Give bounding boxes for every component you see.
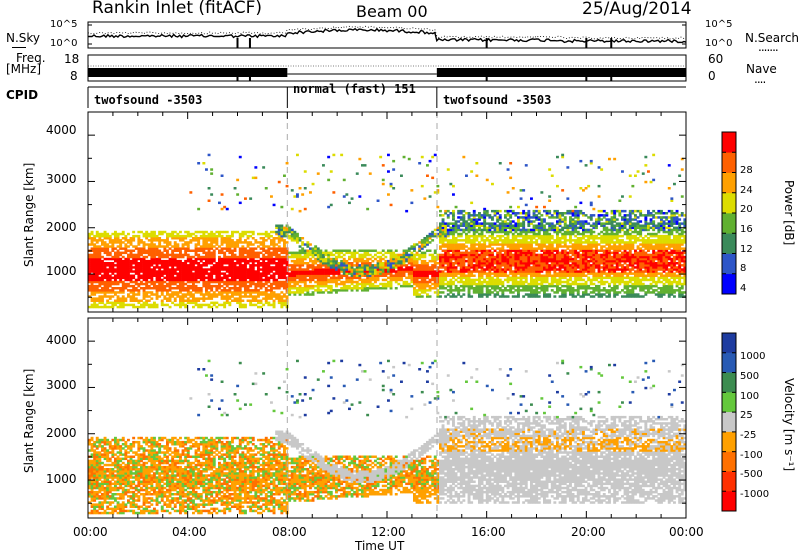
colorbar-swatch bbox=[722, 213, 736, 234]
vel-ylabel: Slant Range [km] bbox=[22, 368, 36, 473]
velocity-axes bbox=[87, 317, 687, 518]
power-ytick-1000: 1000 bbox=[46, 264, 77, 278]
vel-cbar-tick--25: -25 bbox=[740, 430, 757, 441]
freq-panel bbox=[87, 54, 687, 82]
nave-tick-high: 60 bbox=[708, 52, 724, 66]
colorbar-swatch bbox=[722, 152, 736, 173]
vel-cbar-label: Velocity [m s⁻¹] bbox=[782, 378, 796, 472]
vel-ytick-4000: 4000 bbox=[46, 333, 77, 347]
noise-right-tick-high: 10^5 bbox=[705, 19, 733, 30]
freq-label: Freq. bbox=[16, 51, 46, 65]
velocity-colorbar bbox=[721, 332, 737, 512]
colorbar-swatch bbox=[722, 451, 736, 472]
colorbar-swatch bbox=[722, 471, 736, 492]
power-cbar-tick-8: 8 bbox=[740, 263, 747, 274]
colorbar-swatch bbox=[722, 412, 736, 433]
noise-sky-legend-line bbox=[12, 47, 26, 48]
power-ytick-3000: 3000 bbox=[46, 172, 77, 186]
date-label: 25/Aug/2014 bbox=[582, 0, 692, 19]
beam-label: Beam 00 bbox=[356, 2, 428, 21]
vel-cbar-tick-1000: 1000 bbox=[740, 351, 766, 362]
xtick-1: 04:00 bbox=[172, 525, 207, 539]
colorbar-swatch bbox=[722, 491, 736, 512]
power-cbar-tick-28: 28 bbox=[740, 165, 753, 176]
cpid-segment-3: twofsound -3503 bbox=[443, 93, 552, 107]
power-ytick-2000: 2000 bbox=[46, 220, 77, 234]
power-colorbar bbox=[721, 131, 737, 295]
colorbar-swatch bbox=[722, 392, 736, 413]
power-ytick-4000: 4000 bbox=[46, 123, 77, 137]
vel-cbar-tick-100: 100 bbox=[740, 391, 760, 402]
colorbar-frame bbox=[721, 332, 737, 512]
power-cbar-tick-4: 4 bbox=[740, 283, 747, 294]
colorbar-swatch bbox=[722, 431, 736, 452]
xtick-5: 20:00 bbox=[571, 525, 606, 539]
noise-sky-label: N.Sky bbox=[6, 31, 41, 45]
power-panel bbox=[87, 111, 687, 313]
cpid-marks bbox=[286, 87, 438, 108]
velocity-panel bbox=[87, 317, 687, 519]
vel-ytick-1000: 1000 bbox=[46, 472, 77, 486]
power-ylabel: Slant Range [km] bbox=[22, 162, 36, 267]
colorbar-swatch bbox=[722, 132, 736, 153]
cpid-label: CPID bbox=[6, 88, 39, 102]
plot-title: Rankin Inlet (fitACF) bbox=[92, 0, 263, 18]
freq-marks bbox=[88, 65, 686, 81]
colorbar-swatch bbox=[722, 372, 736, 393]
colorbar-swatch bbox=[722, 333, 736, 354]
xtick-4: 16:00 bbox=[471, 525, 506, 539]
cpid-panel bbox=[87, 86, 686, 108]
freq-tick-high: 18 bbox=[64, 52, 80, 66]
nave-tick-low: 0 bbox=[708, 69, 716, 83]
noise-panel bbox=[87, 21, 687, 49]
colorbar-swatch bbox=[722, 253, 736, 275]
noise-marks bbox=[87, 24, 687, 48]
colorbar-swatch bbox=[722, 233, 736, 254]
vel-cbar-tick-500: 500 bbox=[740, 371, 760, 382]
colorbar-swatch bbox=[722, 273, 736, 295]
xtick-6: 00:00 bbox=[669, 525, 704, 539]
power-cbar-tick-20: 20 bbox=[740, 204, 753, 215]
power-cbar-label: Power [dB] bbox=[782, 180, 796, 246]
power-cbar-tick-12: 12 bbox=[740, 244, 753, 255]
x-axis-label: Time UT bbox=[355, 539, 405, 553]
colorbar-swatch bbox=[722, 192, 736, 214]
cpid-segment-1: twofsound -3503 bbox=[94, 93, 203, 107]
xtick-3: 12:00 bbox=[371, 525, 406, 539]
noise-left-tick-low: 10^0 bbox=[50, 38, 78, 49]
power-cbar-tick-16: 16 bbox=[740, 224, 753, 235]
noise-right-tick-low: 10^0 bbox=[705, 38, 733, 49]
noise-search-label: N.Search bbox=[745, 31, 800, 45]
noise-left-tick-high: 10^5 bbox=[50, 19, 78, 30]
freq-band bbox=[436, 68, 686, 77]
nave-dots: .... bbox=[754, 72, 766, 86]
colorbar-swatch bbox=[722, 172, 736, 194]
colorbar-swatch bbox=[722, 352, 736, 373]
power-cbar-tick-24: 24 bbox=[740, 185, 753, 196]
noise-sky-trace bbox=[87, 27, 687, 44]
cpid-segment-2: normal (fast) 151 bbox=[293, 82, 416, 96]
vel-cbar-tick--500: -500 bbox=[740, 469, 763, 480]
vel-cbar-tick--100: -100 bbox=[740, 450, 763, 461]
freq-tick-low: 8 bbox=[70, 69, 78, 83]
velocity-cells bbox=[88, 359, 686, 515]
freq-unit: [MHz] bbox=[6, 62, 42, 76]
vel-ytick-2000: 2000 bbox=[46, 426, 77, 440]
noise-search-dots: ....... bbox=[758, 40, 779, 54]
xtick-0: 00:00 bbox=[73, 525, 108, 539]
vel-ytick-3000: 3000 bbox=[46, 378, 77, 392]
vel-cbar-tick--1000: -1000 bbox=[740, 489, 770, 500]
vel-cbar-tick-25: 25 bbox=[740, 410, 753, 421]
xtick-2: 08:00 bbox=[272, 525, 307, 539]
power-axes bbox=[87, 111, 687, 312]
nave-label: Nave bbox=[746, 62, 777, 76]
freq-band bbox=[88, 68, 288, 77]
noise-search-trace bbox=[87, 25, 687, 40]
power-cells bbox=[88, 153, 686, 309]
